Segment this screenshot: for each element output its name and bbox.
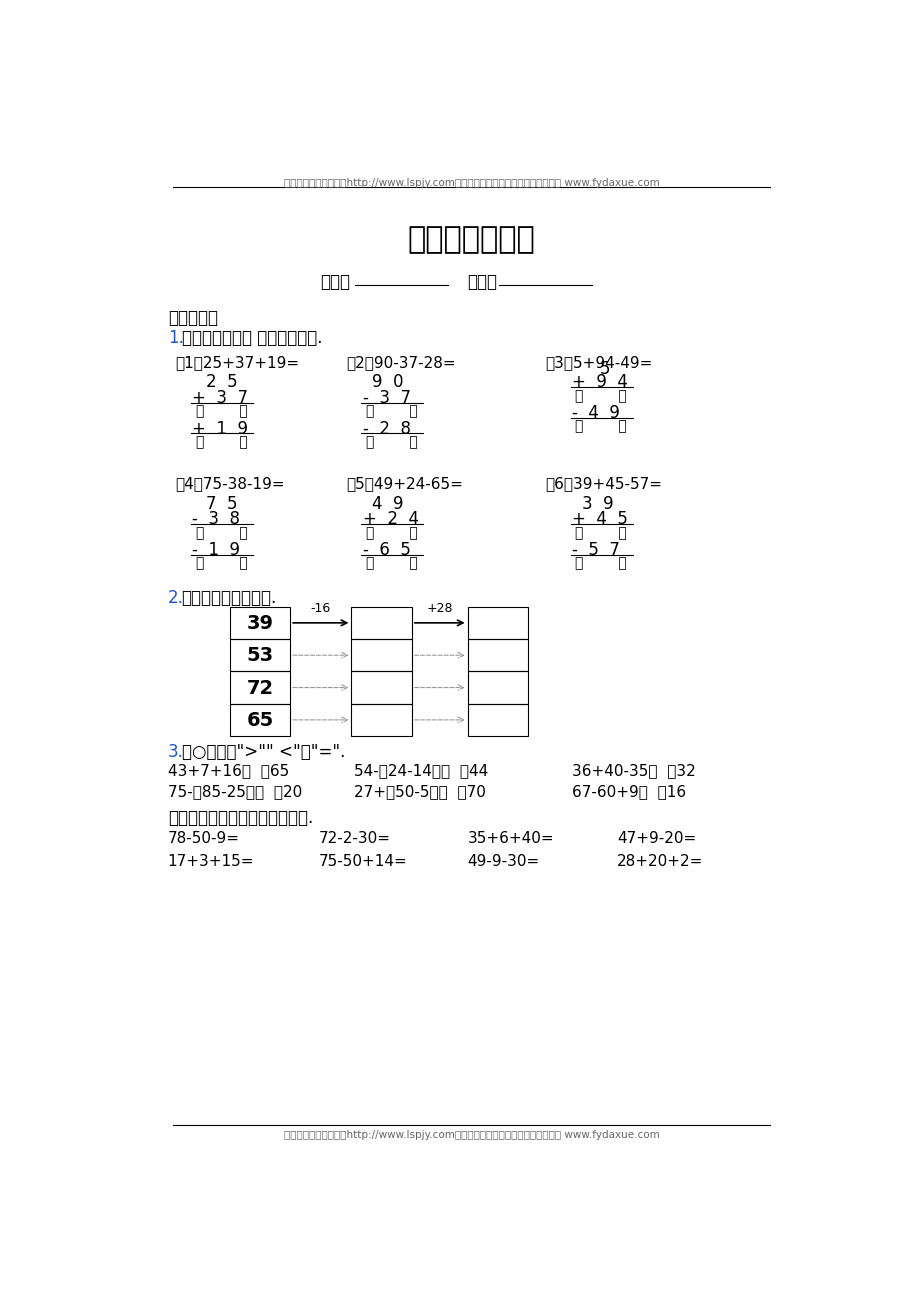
Text: 72: 72 — [246, 678, 273, 698]
Text: 28+20+2=: 28+20+2= — [617, 854, 703, 868]
Text: （        ）: （ ） — [574, 526, 627, 540]
Text: 39: 39 — [246, 615, 273, 633]
Text: 竖式计算，在（ ）里填上得数.: 竖式计算，在（ ）里填上得数. — [181, 329, 322, 348]
Bar — [351, 639, 412, 672]
Text: （3）5+94-49=: （3）5+94-49= — [545, 355, 652, 370]
Text: -  5  7: - 5 7 — [572, 542, 619, 560]
Bar — [230, 607, 289, 639]
Text: 班级：: 班级： — [320, 273, 350, 292]
Text: -  2  8: - 2 8 — [363, 419, 411, 437]
Text: +  4  5: + 4 5 — [572, 510, 628, 529]
Text: 35+6+40=: 35+6+40= — [467, 831, 553, 846]
Text: （        ）: （ ） — [366, 557, 417, 570]
Bar — [467, 607, 528, 639]
Bar — [351, 607, 412, 639]
Text: （        ）: （ ） — [196, 404, 247, 418]
Text: （        ）: （ ） — [196, 526, 247, 540]
Text: 65: 65 — [246, 711, 273, 730]
Text: 27+（50-5）（  ）70: 27+（50-5）（ ）70 — [353, 784, 485, 799]
Text: +  1  9: + 1 9 — [192, 419, 248, 437]
Text: 姓名：: 姓名： — [467, 273, 497, 292]
Text: +  2  4: + 2 4 — [363, 510, 418, 529]
Text: -16: -16 — [311, 602, 331, 615]
Text: -  3  7: - 3 7 — [363, 389, 411, 406]
Text: 9  0: 9 0 — [372, 374, 403, 392]
Text: 二、计算题：看谁算得又对又快.: 二、计算题：看谁算得又对又快. — [167, 810, 312, 827]
Text: （        ）: （ ） — [574, 419, 627, 434]
Text: （        ）: （ ） — [196, 557, 247, 570]
Text: 43+7+16（  ）65: 43+7+16（ ）65 — [167, 763, 289, 779]
Text: 7  5: 7 5 — [206, 495, 238, 513]
Bar — [351, 703, 412, 736]
Bar — [467, 672, 528, 703]
Text: 依次在口里填上得数.: 依次在口里填上得数. — [181, 589, 277, 607]
Text: 72-2-30=: 72-2-30= — [319, 831, 391, 846]
Text: （6）39+45-57=: （6）39+45-57= — [545, 475, 662, 491]
Text: 75-（85-25）（  ）20: 75-（85-25）（ ）20 — [167, 784, 301, 799]
Text: （        ）: （ ） — [574, 557, 627, 570]
Text: （2）90-37-28=: （2）90-37-28= — [346, 355, 455, 370]
Text: （        ）: （ ） — [366, 404, 417, 418]
Text: 17+3+15=: 17+3+15= — [167, 854, 254, 868]
Text: -  6  5: - 6 5 — [363, 542, 411, 560]
Text: 2  5: 2 5 — [206, 374, 238, 392]
Text: 六十铺中小学教育网（http://www.lspjy.com），上万资源免费下载无须注册！分站 www.fydaxue.com: 六十铺中小学教育网（http://www.lspjy.com），上万资源免费下载… — [283, 1130, 659, 1141]
Text: -  3  8: - 3 8 — [192, 510, 240, 529]
Text: 75-50+14=: 75-50+14= — [319, 854, 407, 868]
Text: （        ）: （ ） — [196, 435, 247, 449]
Text: （4）75-38-19=: （4）75-38-19= — [176, 475, 285, 491]
Text: （        ）: （ ） — [574, 389, 627, 402]
Text: （        ）: （ ） — [366, 526, 417, 540]
Text: 一、填空题: 一、填空题 — [167, 309, 218, 327]
Text: 3.: 3. — [167, 743, 184, 760]
Text: （5）49+24-65=: （5）49+24-65= — [346, 475, 462, 491]
Bar — [230, 703, 289, 736]
Text: （1）25+37+19=: （1）25+37+19= — [176, 355, 300, 370]
Text: 六十铺中小学教育网（http://www.lspjy.com），上万资源免费下载无须注册！分站 www.fydaxue.com: 六十铺中小学教育网（http://www.lspjy.com），上万资源免费下载… — [283, 178, 659, 187]
Text: 5: 5 — [599, 359, 610, 378]
Text: （        ）: （ ） — [366, 435, 417, 449]
Text: 78-50-9=: 78-50-9= — [167, 831, 240, 846]
Text: 3  9: 3 9 — [581, 495, 612, 513]
Text: 1.: 1. — [167, 329, 184, 348]
Text: 47+9-20=: 47+9-20= — [617, 831, 696, 846]
Text: 67-60+9（  ）16: 67-60+9（ ）16 — [572, 784, 686, 799]
Bar — [230, 639, 289, 672]
Text: 54-（24-14）（  ）44: 54-（24-14）（ ）44 — [353, 763, 487, 779]
Text: +28: +28 — [426, 602, 452, 615]
Text: 解决问题复习题: 解决问题复习题 — [407, 225, 535, 254]
Bar — [467, 639, 528, 672]
Text: 53: 53 — [246, 647, 273, 665]
Text: -  1  9: - 1 9 — [192, 542, 240, 560]
Bar — [467, 703, 528, 736]
Text: 在○里填上">"" <"或"=".: 在○里填上">"" <"或"=". — [181, 743, 345, 760]
Text: +  9  4: + 9 4 — [572, 374, 628, 392]
Text: 2.: 2. — [167, 589, 184, 607]
Text: +  3  7: + 3 7 — [192, 389, 248, 406]
Bar — [351, 672, 412, 703]
Text: 4  9: 4 9 — [372, 495, 403, 513]
Text: 49-9-30=: 49-9-30= — [467, 854, 539, 868]
Text: 36+40-35（  ）32: 36+40-35（ ）32 — [572, 763, 696, 779]
Bar — [230, 672, 289, 703]
Text: -  4  9: - 4 9 — [572, 404, 619, 422]
